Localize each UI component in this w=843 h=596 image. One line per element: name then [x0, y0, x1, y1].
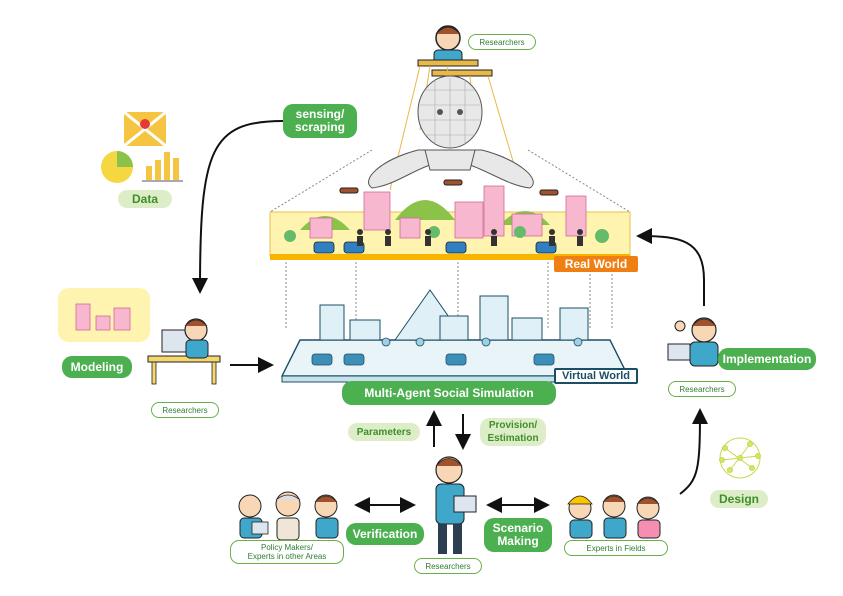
modeling-label: Modeling: [62, 356, 132, 378]
sensing-scraping-label: sensing/ scraping: [283, 104, 357, 138]
data-label: Data: [118, 190, 172, 208]
policy-makers-tag: Policy Makers/ Experts in other Areas: [230, 540, 344, 564]
virtual-world-label: Virtual World: [554, 368, 638, 384]
verification-label: Verification: [346, 523, 424, 545]
parameters-label: Parameters: [348, 423, 420, 441]
implementation-researcher-figure: [668, 318, 718, 366]
flow-arrows: [200, 121, 704, 505]
policy-makers-figures: [239, 492, 338, 540]
modeling-researcher-figure: [148, 319, 220, 384]
provision-estimation-label: Provision/ Estimation: [480, 418, 546, 446]
implementation-label: Implementation: [718, 348, 816, 370]
center-researcher-figure: [436, 457, 476, 554]
top-researchers-tag: Researchers: [468, 34, 536, 50]
simulation-label: Multi-Agent Social Simulation: [342, 381, 556, 405]
mesh-humanoid: [369, 76, 534, 188]
center-researchers-tag: Researchers: [414, 558, 482, 574]
experts-figures: [568, 495, 660, 538]
design-network-icon: [720, 438, 761, 478]
real-world-label: Real World: [554, 256, 638, 272]
experts-in-fields-tag: Experts in Fields: [564, 540, 668, 556]
design-label: Design: [710, 490, 768, 508]
modeling-researchers-tag: Researchers: [151, 402, 219, 418]
implementation-researchers-tag: Researchers: [668, 381, 736, 397]
real-world-city: [270, 186, 630, 260]
modeling-bubble: [58, 288, 150, 342]
data-icons: [101, 112, 183, 183]
scenario-making-label: Scenario Making: [484, 518, 552, 552]
